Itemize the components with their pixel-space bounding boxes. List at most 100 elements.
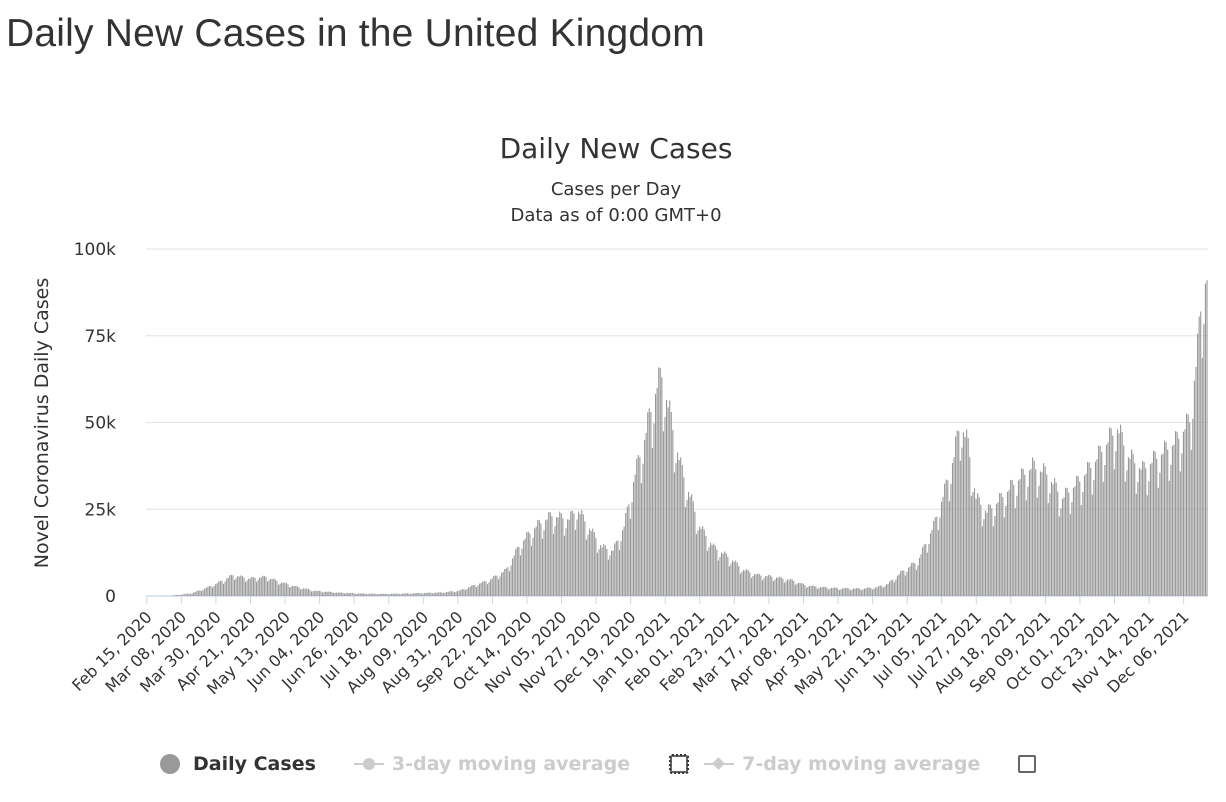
bar [1040,471,1041,596]
legend-item-daily-cases[interactable]: Daily Cases [160,753,316,775]
bar [1010,480,1011,596]
bar [349,593,350,596]
bar [696,534,697,596]
bar [888,584,889,596]
bar [214,586,215,596]
bar [185,594,186,596]
bar [1004,518,1005,596]
bar [921,554,922,596]
bar [427,593,428,596]
bar [1059,516,1060,596]
bar [631,502,632,596]
bar [1162,453,1163,596]
bar [928,544,929,596]
bar [789,580,790,596]
bar [1008,490,1009,596]
bar [433,593,434,596]
bar [625,513,626,596]
bar [256,582,257,596]
bar [1045,466,1046,596]
bar [943,497,944,596]
bar [861,590,862,596]
bar [691,494,692,596]
bar [536,527,537,596]
bar [796,584,797,596]
chart-legend: Daily Cases 3-day moving average 7-day m… [160,748,1036,780]
bar [228,578,229,596]
bar [598,549,599,596]
bar [972,492,973,596]
bar [177,595,178,596]
bar [457,591,458,596]
bar [922,547,923,596]
bar [616,541,617,596]
bar [440,592,441,596]
bar [647,412,648,596]
chart-title: Daily New Cases [500,132,733,165]
bar [1063,497,1064,596]
bar [1173,445,1174,596]
bar [1068,493,1069,596]
bar [1203,324,1204,596]
7-day-average-checkbox[interactable] [1018,755,1036,773]
bar [807,587,808,596]
legend-item-3-day-average[interactable]: 3-day moving average [354,753,630,775]
bar [280,584,281,596]
bar [405,593,406,596]
bar [771,577,772,596]
bar [1013,485,1014,596]
bar [1037,498,1038,596]
legend-item-7-day-average[interactable]: 7-day moving average [704,753,980,775]
bar [302,589,303,596]
bar [1111,428,1112,596]
bar [1195,367,1196,596]
bar [313,591,314,596]
bar [1034,461,1035,596]
bar [997,502,998,596]
bar [269,580,270,596]
bar [738,566,739,596]
bar [363,593,364,596]
bar [686,500,687,596]
bar [933,521,934,596]
circle-marker-icon [160,754,180,774]
bar [653,423,654,596]
bar [602,547,603,596]
bar [1054,478,1055,596]
bar [671,412,672,596]
bar [1178,439,1179,596]
bar [248,579,249,596]
bar [569,520,570,596]
bar [1005,506,1006,596]
bar [1087,462,1088,596]
bar [892,580,893,596]
bar [240,575,241,596]
bar [1172,446,1173,596]
bar [986,513,987,596]
bar [258,580,259,596]
bar [487,584,488,596]
bar [814,586,815,596]
bar [1095,462,1096,596]
bar [702,526,703,596]
bar [603,544,604,596]
bar [1194,381,1195,596]
bar [460,590,461,596]
bar [294,586,295,596]
bar [254,578,255,596]
bar [1186,414,1187,596]
bar [587,535,588,596]
bar [1093,480,1094,596]
bar [924,545,925,596]
bar [778,578,779,596]
bar [1159,473,1160,596]
bar [553,534,554,596]
bar [763,578,764,596]
bar [212,588,213,596]
bar [1167,450,1168,596]
bar [847,588,848,596]
bar [611,550,612,596]
bar [1007,492,1008,596]
3-day-average-checkbox[interactable] [670,755,688,773]
